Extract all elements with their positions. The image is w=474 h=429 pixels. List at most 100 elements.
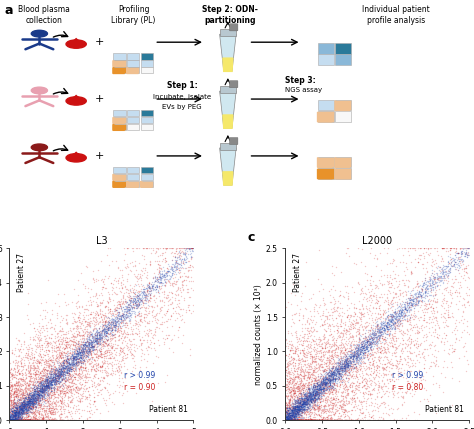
- Point: [319, 383, 327, 390]
- Point: [304, 369, 312, 376]
- Point: [438, 274, 446, 281]
- Point: [72, 351, 80, 358]
- Point: [29, 417, 36, 424]
- Point: [397, 320, 405, 327]
- Point: [51, 378, 58, 384]
- Point: [307, 417, 314, 424]
- Point: [20, 392, 28, 399]
- Point: [449, 255, 456, 262]
- Point: [298, 417, 306, 424]
- Point: [335, 361, 343, 368]
- Point: [366, 341, 374, 348]
- Point: [36, 392, 43, 399]
- Point: [284, 380, 292, 387]
- Point: [368, 315, 376, 322]
- Point: [282, 417, 290, 424]
- Point: [29, 395, 36, 402]
- Point: [74, 313, 82, 320]
- Point: [290, 349, 298, 356]
- Point: [286, 415, 293, 422]
- Point: [429, 372, 437, 379]
- Point: [421, 345, 428, 352]
- Point: [297, 404, 305, 411]
- Point: [135, 301, 142, 308]
- Point: [319, 381, 327, 388]
- Point: [119, 356, 127, 363]
- Point: [14, 411, 22, 418]
- Point: [93, 339, 101, 346]
- Point: [75, 302, 83, 309]
- Point: [359, 382, 367, 389]
- Point: [290, 417, 297, 424]
- Point: [134, 301, 141, 308]
- Point: [290, 417, 297, 424]
- Point: [80, 343, 88, 350]
- Point: [14, 417, 22, 424]
- Point: [104, 340, 111, 347]
- Point: [27, 417, 35, 424]
- Point: [67, 385, 75, 392]
- Point: [379, 363, 387, 370]
- Point: [331, 417, 338, 424]
- Point: [90, 276, 97, 283]
- Point: [337, 354, 345, 361]
- Point: [10, 409, 18, 416]
- Point: [113, 356, 121, 363]
- Point: [330, 375, 338, 381]
- Bar: [127, 174, 139, 180]
- Point: [333, 351, 341, 358]
- Bar: [140, 117, 153, 124]
- Point: [158, 304, 165, 311]
- Point: [305, 399, 312, 406]
- Point: [318, 379, 325, 386]
- Point: [52, 375, 59, 382]
- Point: [450, 260, 457, 267]
- Point: [391, 311, 398, 317]
- Point: [387, 321, 395, 328]
- Point: [393, 307, 401, 314]
- Point: [18, 413, 26, 420]
- Point: [38, 387, 46, 393]
- Point: [286, 414, 294, 420]
- Point: [461, 252, 468, 259]
- Point: [291, 417, 298, 424]
- Point: [356, 347, 363, 353]
- Point: [341, 378, 348, 385]
- Point: [400, 310, 407, 317]
- Point: [287, 417, 294, 424]
- Point: [285, 397, 293, 404]
- Point: [35, 417, 42, 424]
- Point: [311, 390, 319, 397]
- Point: [392, 319, 399, 326]
- Point: [46, 405, 54, 411]
- Point: [297, 402, 304, 409]
- Point: [13, 396, 20, 403]
- Point: [32, 417, 39, 424]
- Point: [69, 351, 76, 358]
- Point: [38, 417, 46, 424]
- Point: [290, 407, 298, 414]
- Point: [379, 365, 386, 372]
- Point: [46, 408, 54, 415]
- Point: [18, 417, 25, 424]
- Point: [166, 282, 173, 289]
- Point: [92, 340, 100, 347]
- Point: [17, 400, 25, 407]
- Point: [301, 361, 308, 368]
- Point: [54, 344, 62, 351]
- Point: [56, 353, 64, 360]
- Point: [15, 417, 23, 424]
- Point: [30, 390, 37, 396]
- Point: [56, 411, 64, 417]
- Point: [9, 366, 17, 373]
- Point: [323, 371, 331, 378]
- Point: [290, 415, 298, 422]
- Point: [65, 350, 73, 356]
- Point: [341, 401, 348, 408]
- Point: [36, 385, 43, 392]
- Point: [315, 417, 322, 424]
- Point: [46, 362, 53, 369]
- Point: [20, 404, 27, 411]
- Point: [284, 405, 292, 411]
- Point: [59, 371, 67, 378]
